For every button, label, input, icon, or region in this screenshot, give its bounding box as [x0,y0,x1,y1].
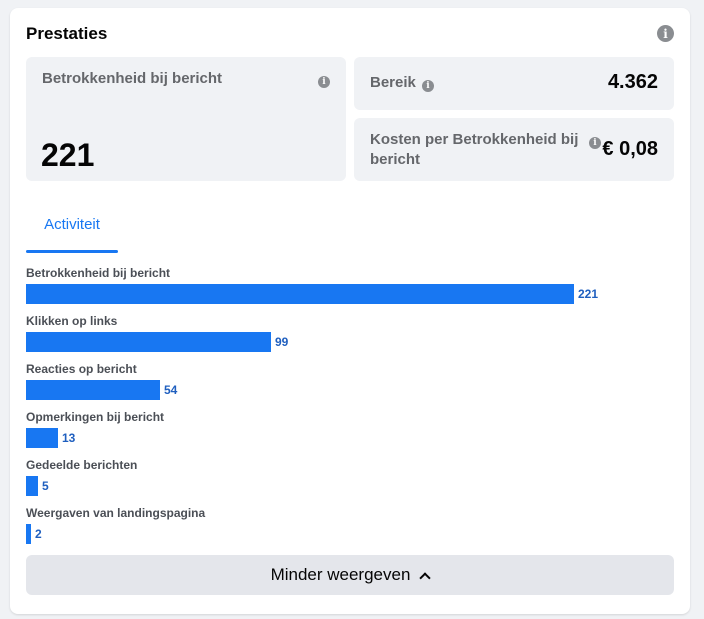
bar-label: Gedeelde berichten [26,458,138,472]
bar [26,284,574,304]
activity-bar-chart: Betrokkenheid bij bericht 221 Klikken op l… [26,266,674,554]
chevron-up-icon [419,571,432,584]
metric-cost: Kosten per Betrokkenheid bij bericht i €… [354,118,674,181]
info-icon[interactable]: i [422,80,434,92]
bar-value-label: 99 [275,335,289,349]
bar-value-label: 5 [42,479,49,493]
performance-card: Prestaties i Betrokkenheid bij bericht i… [10,8,690,614]
info-icon[interactable]: i [589,137,601,149]
info-icon[interactable]: i [657,25,674,42]
bar-track: 5 [26,476,49,496]
bar-row: Reacties op bericht 54 [26,362,674,410]
bar-row: Betrokkenheid bij bericht 221 [26,266,674,314]
bar-track: 99 [26,332,288,352]
bar-value-label: 2 [35,527,42,541]
bar-track: 13 [26,428,75,448]
metric-reach-value: 4.362 [607,71,658,93]
bar-label: Betrokkenheid bij bericht [26,266,171,280]
bar-track: 2 [26,524,42,544]
bar-track: 221 [26,284,598,304]
bar [26,380,160,400]
bar-label: Reacties op bericht [26,362,137,376]
metric-engagement: Betrokkenheid bij bericht i 221 [26,57,346,181]
bar-track: 54 [26,380,177,400]
metric-reach: Bereik i 4.362 [354,57,674,110]
metric-engagement-value: 221 [41,137,95,173]
bar-label: Klikken op links [26,314,118,328]
tab-activity-label: Activiteit [44,216,100,233]
card-title: Prestaties [26,24,108,43]
bar-row: Opmerkingen bij bericht 13 [26,410,674,458]
info-icon[interactable]: i [318,76,330,88]
bar-value-label: 54 [164,383,178,397]
bar-label: Weergaven van landingspagina [26,506,206,520]
bar [26,332,271,352]
bar-value-label: 221 [578,287,599,301]
bar [26,476,38,496]
bar-row: Weergaven van landingspagina 2 [26,506,674,554]
metric-engagement-label: Betrokkenheid bij bericht [42,70,223,87]
bar [26,428,58,448]
show-less-label: Minder weergeven [270,565,411,584]
metric-cost-label: Kosten per Betrokkenheid bij bericht [370,131,579,168]
metric-cost-value: € 0,08 [602,138,658,160]
bar [26,524,31,544]
tab-activity[interactable]: Activiteit [26,208,118,253]
tab-active-indicator [26,250,118,253]
bar-row: Gedeelde berichten 5 [26,458,674,506]
bar-label: Opmerkingen bij bericht [26,410,165,424]
bar-row: Klikken op links 99 [26,314,674,362]
show-less-button[interactable]: Minder weergeven [26,555,674,595]
bar-value-label: 13 [62,431,76,445]
metric-reach-label: Bereik [370,74,416,91]
